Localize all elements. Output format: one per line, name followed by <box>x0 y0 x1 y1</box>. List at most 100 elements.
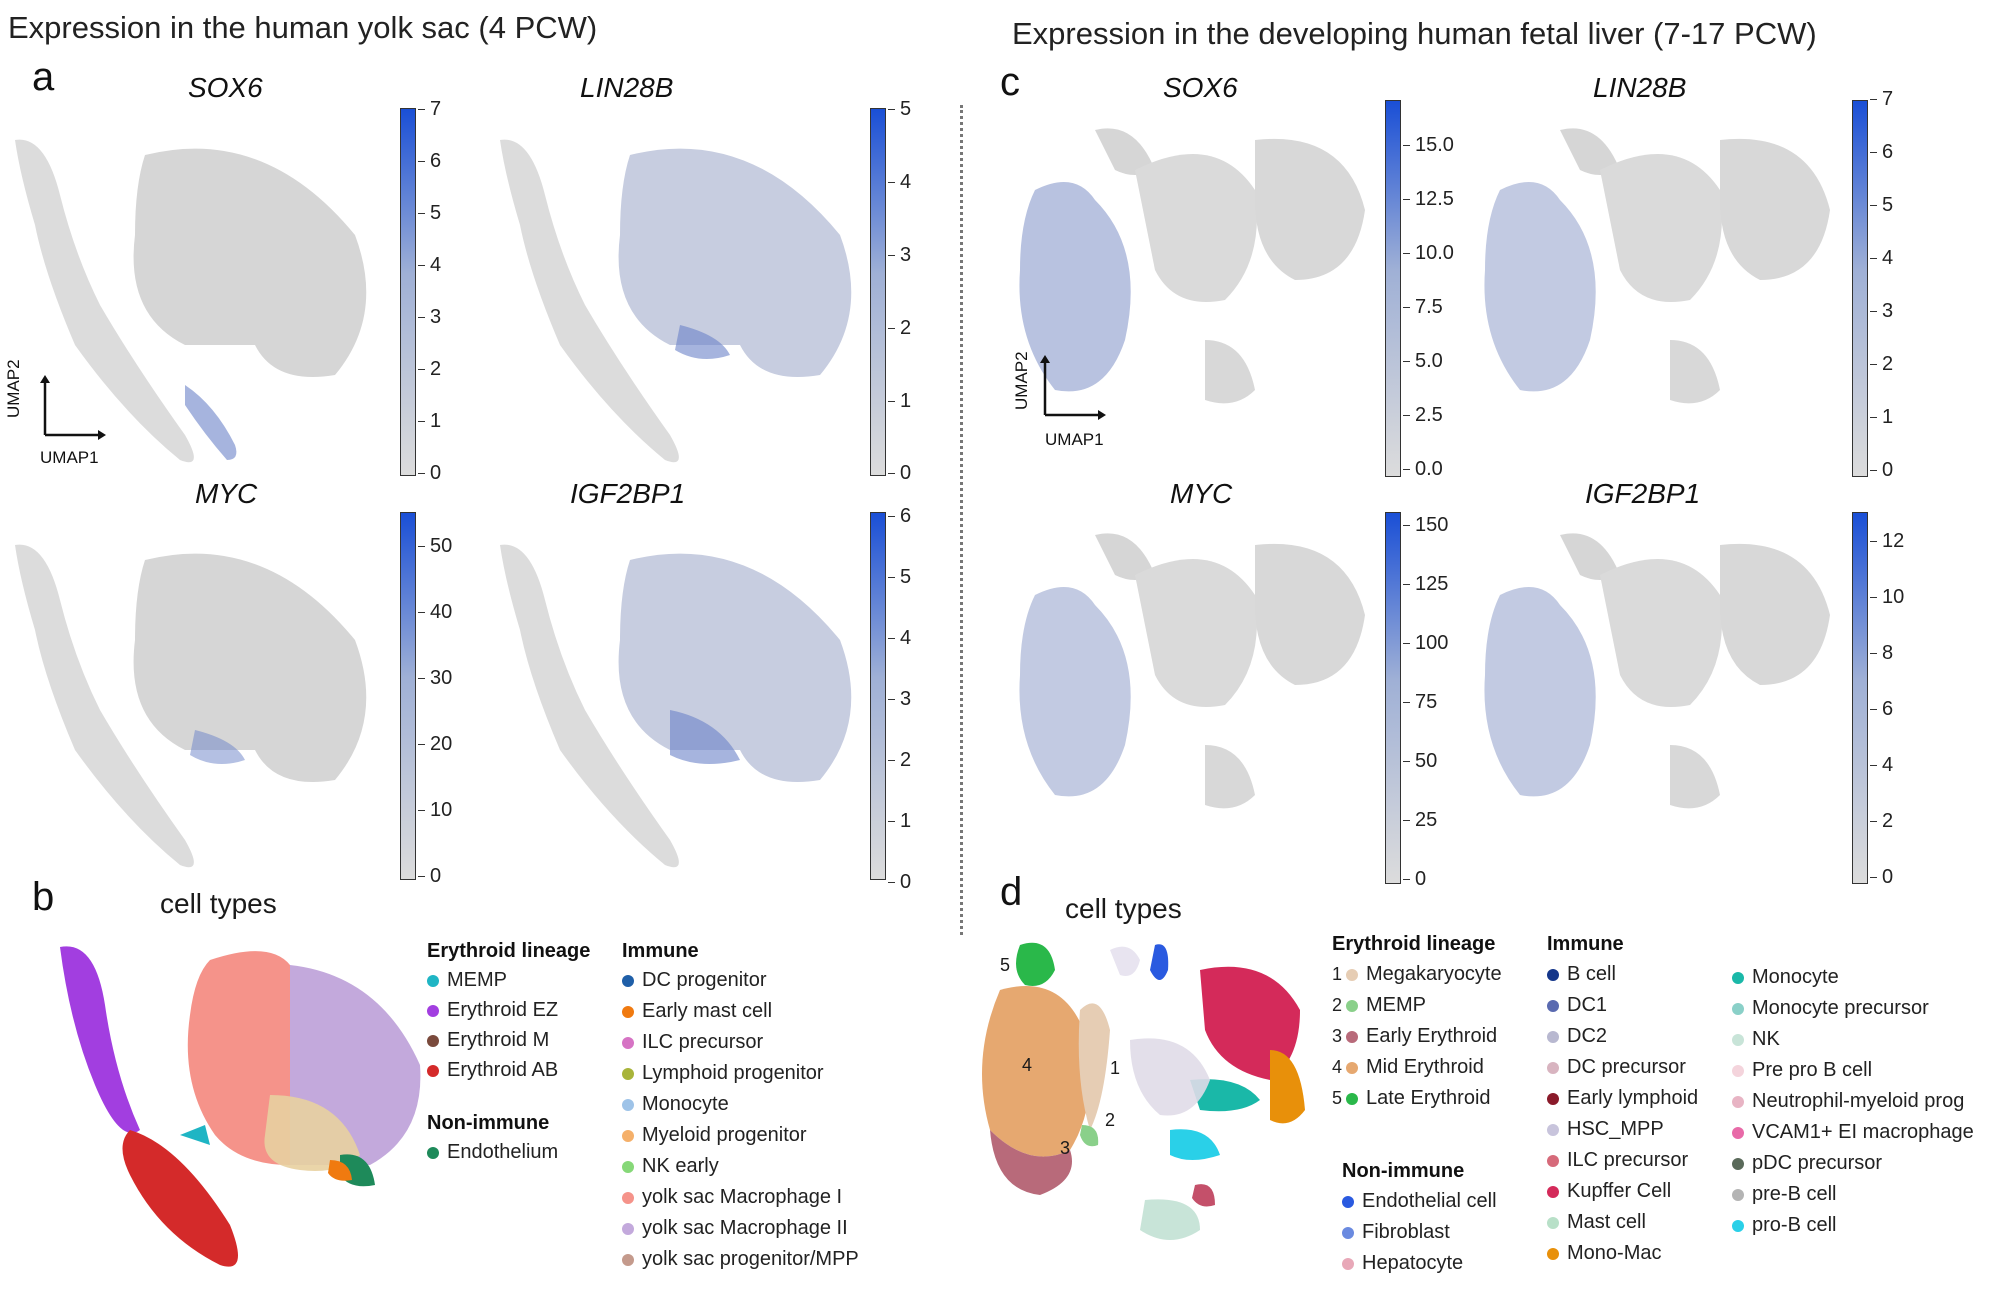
tick: 3 <box>1870 300 1893 323</box>
legend-label: Monocyte <box>642 1093 729 1115</box>
umap-plot-myc-ys <box>15 544 367 868</box>
legend-item: ILC precursor <box>622 1031 859 1054</box>
legend-erythroid-ys: Erythroid lineage MEMP Erythroid EZ Eryt… <box>427 940 590 1164</box>
legend-item: Endothelial cell <box>1342 1190 1497 1213</box>
umap-plot-sox6-fl <box>1019 128 1365 404</box>
tick: 12.5 <box>1403 188 1454 211</box>
tick: 50 <box>1403 750 1437 773</box>
legend-item: Kupffer Cell <box>1547 1180 1698 1203</box>
legend-item: Myeloid progenitor <box>622 1124 859 1147</box>
legend-item: Erythroid M <box>427 1029 590 1052</box>
legend-heading: Immune <box>1547 933 1624 955</box>
gene-title-igf2bp1-fl: IGF2BP1 <box>1585 478 1701 509</box>
legend-item: yolk sac Macrophage II <box>622 1217 859 1240</box>
legend-number: 5 <box>1332 1088 1343 1108</box>
legend-swatch <box>1346 1061 1358 1074</box>
legend-item: Lymphoid progenitor <box>622 1062 859 1085</box>
legend-label: Hepatocyte <box>1362 1252 1464 1274</box>
legend-label: Lymphoid progenitor <box>642 1062 824 1084</box>
tick: 0 <box>888 871 911 894</box>
legend-swatch <box>622 1160 634 1173</box>
tick: 50 <box>418 535 452 558</box>
legend-label: DC2 <box>1567 1025 1608 1047</box>
legend-label: B cell <box>1567 963 1616 985</box>
legend-swatch <box>1547 1247 1559 1260</box>
gene-title-myc-fl: MYC <box>1170 478 1233 509</box>
legend-item: pDC precursor <box>1732 1152 1974 1175</box>
tick: 125 <box>1403 573 1448 596</box>
legend-number: 1 <box>1332 964 1343 984</box>
legend-label: Erythroid EZ <box>447 999 559 1021</box>
legend-heading: Non-immune <box>427 1112 550 1134</box>
tick: 2 <box>1870 353 1893 376</box>
legend-item: Neutrophil-myeloid prog <box>1732 1090 1974 1113</box>
legend-label: Kupffer Cell <box>1567 1180 1672 1202</box>
legend-swatch <box>1732 1033 1744 1046</box>
colorbar-lin28b-ys <box>870 108 886 476</box>
tick: 1 <box>1870 406 1893 429</box>
legend-number: 4 <box>1332 1057 1343 1077</box>
legend-label: Erythroid M <box>447 1029 550 1051</box>
tick: 5 <box>418 202 441 225</box>
gene-title-sox6-ys: SOX6 <box>188 72 263 103</box>
legend-number: 2 <box>1332 995 1343 1015</box>
legend-item: yolk sac progenitor/MPP <box>622 1248 859 1271</box>
panel-letter-d: d <box>1000 870 1023 914</box>
legend-label: Pre pro B cell <box>1752 1059 1873 1081</box>
legend-label: Early mast cell <box>642 1000 773 1022</box>
legend-label: Neutrophil-myeloid prog <box>1752 1090 1965 1112</box>
umap-axes-ys <box>40 375 106 440</box>
umap-axes-fl <box>1040 355 1106 420</box>
legend-item: NK early <box>622 1155 859 1178</box>
legend-item: Erythroid AB <box>427 1059 590 1082</box>
tick: 3 <box>888 244 911 267</box>
legend-label: ILC precursor <box>642 1031 764 1053</box>
legend-item: 2 MEMP <box>1332 994 1502 1017</box>
umap1-label-fl: UMAP1 <box>1045 430 1104 449</box>
umap-plot-myc-fl <box>1019 533 1365 809</box>
tick: 2 <box>888 317 911 340</box>
legend-item: Mast cell <box>1547 1211 1698 1234</box>
legend-heading: Erythroid lineage <box>1332 933 1496 955</box>
gene-title-sox6-fl: SOX6 <box>1163 72 1238 103</box>
tick: 0.0 <box>1403 458 1443 481</box>
legend-swatch <box>427 974 439 987</box>
umap-plot-sox6-ys <box>15 139 367 463</box>
panel-letter-b: b <box>32 875 55 919</box>
colorbar-igf2bp1-fl <box>1852 512 1868 884</box>
tick: 75 <box>1403 691 1437 714</box>
legend-label: Megakaryocyte <box>1366 963 1502 985</box>
yolk-sac-title: Expression in the human yolk sac (4 PCW) <box>8 10 598 45</box>
tick: 5 <box>888 566 911 589</box>
legend-label: yolk sac Macrophage II <box>642 1217 848 1239</box>
colorbar-myc-fl <box>1385 512 1401 884</box>
legend-swatch <box>1547 1154 1559 1167</box>
legend-item: yolk sac Macrophage I <box>622 1186 859 1209</box>
legend-item: 4 Mid Erythroid <box>1332 1056 1502 1079</box>
legend-swatch <box>1732 1188 1744 1201</box>
legend-swatch <box>1346 1092 1358 1105</box>
tick: 20 <box>418 733 452 756</box>
legend-item: Early mast cell <box>622 1000 859 1023</box>
legend-label: Monocyte precursor <box>1752 997 1929 1019</box>
legend-item: Pre pro B cell <box>1732 1059 1974 1082</box>
legend-swatch <box>427 1064 439 1077</box>
legend-swatch <box>1342 1195 1354 1208</box>
tick: 2 <box>888 749 911 772</box>
panel-divider <box>960 105 963 935</box>
legend-immune-ys: Immune DC progenitor Early mast cell ILC… <box>622 940 859 1271</box>
legend-label: pro-B cell <box>1752 1214 1837 1236</box>
legend-item: Hepatocyte <box>1342 1252 1497 1275</box>
tick: 0 <box>1403 868 1426 891</box>
legend-swatch <box>622 1222 634 1235</box>
legend-swatch <box>1346 999 1358 1012</box>
legend-item: ILC precursor <box>1547 1149 1698 1172</box>
tick: 1 <box>888 810 911 833</box>
legend-swatch <box>1547 1092 1559 1105</box>
legend-heading: Non-immune <box>1342 1160 1465 1182</box>
cluster-label-5: 5 <box>1000 955 1011 975</box>
legend-label: Endothelium <box>447 1141 559 1163</box>
tick: 2 <box>418 358 441 381</box>
tick: 5 <box>888 98 911 121</box>
legend-item: 5 Late Erythroid <box>1332 1087 1502 1110</box>
